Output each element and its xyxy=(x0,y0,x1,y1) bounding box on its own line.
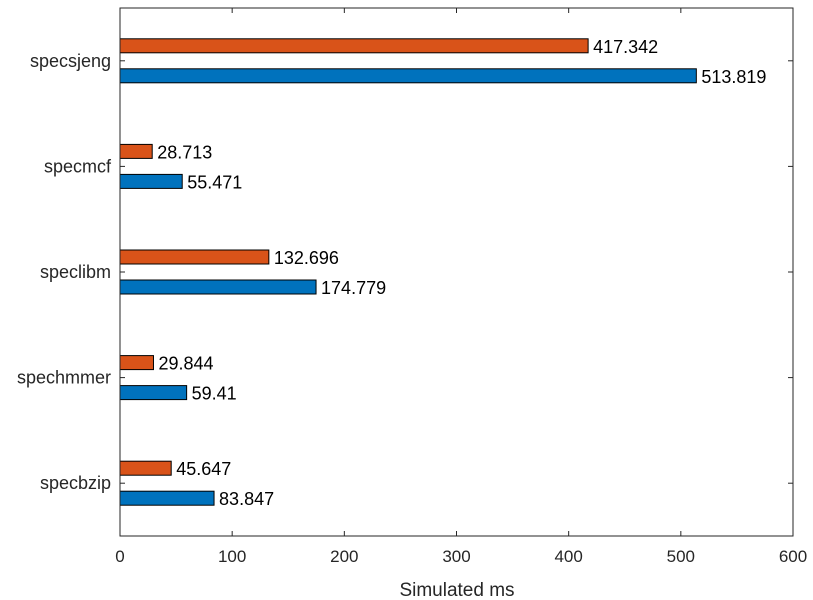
x-tick-label: 400 xyxy=(554,547,582,566)
y-tick-label: specsjeng xyxy=(30,51,111,71)
plot-box xyxy=(119,7,794,537)
data-label: 174.779 xyxy=(321,278,386,298)
data-labels-layer: 83.847 45.647 59.41 29.844 174.779 132.696 55.… xyxy=(157,37,766,509)
x-tick-label: 500 xyxy=(667,547,695,566)
data-label: 55.471 xyxy=(187,172,242,192)
y-tick-label: specmcf xyxy=(44,156,112,176)
y-tick-label: speclibm xyxy=(40,262,111,282)
bar-series-1 xyxy=(119,68,697,84)
data-label: 29.844 xyxy=(158,354,213,374)
bars-layer xyxy=(119,38,697,506)
data-label: 513.819 xyxy=(701,67,766,87)
bar-series-1 xyxy=(119,385,188,401)
bar-series-1 xyxy=(119,490,215,506)
bar-series-2 xyxy=(119,143,153,159)
x-tick-label: 0 xyxy=(115,547,124,566)
bar-series-1 xyxy=(119,279,317,295)
x-tick-label: 300 xyxy=(442,547,470,566)
bar-series-2 xyxy=(119,249,270,265)
bar-series-2 xyxy=(119,460,172,476)
bar-series-2 xyxy=(119,38,589,54)
bar-series-2 xyxy=(119,355,154,371)
data-label: 59.41 xyxy=(192,384,237,404)
data-label: 83.847 xyxy=(219,489,274,509)
bar-series-1 xyxy=(119,173,183,189)
x-tick-label: 600 xyxy=(779,547,807,566)
x-tick-label: 100 xyxy=(218,547,246,566)
x-tick-label: 200 xyxy=(330,547,358,566)
data-label: 417.342 xyxy=(593,37,658,57)
data-label: 28.713 xyxy=(157,142,212,162)
data-label: 132.696 xyxy=(274,248,339,268)
axes-layer: specbzip spechmmer speclibm specmcf specsjen… xyxy=(17,7,807,566)
y-tick-label: spechmmer xyxy=(17,368,111,388)
y-tick-label: specbzip xyxy=(40,473,111,493)
x-axis-title: Simulated ms xyxy=(399,580,514,600)
data-label: 45.647 xyxy=(176,459,231,479)
